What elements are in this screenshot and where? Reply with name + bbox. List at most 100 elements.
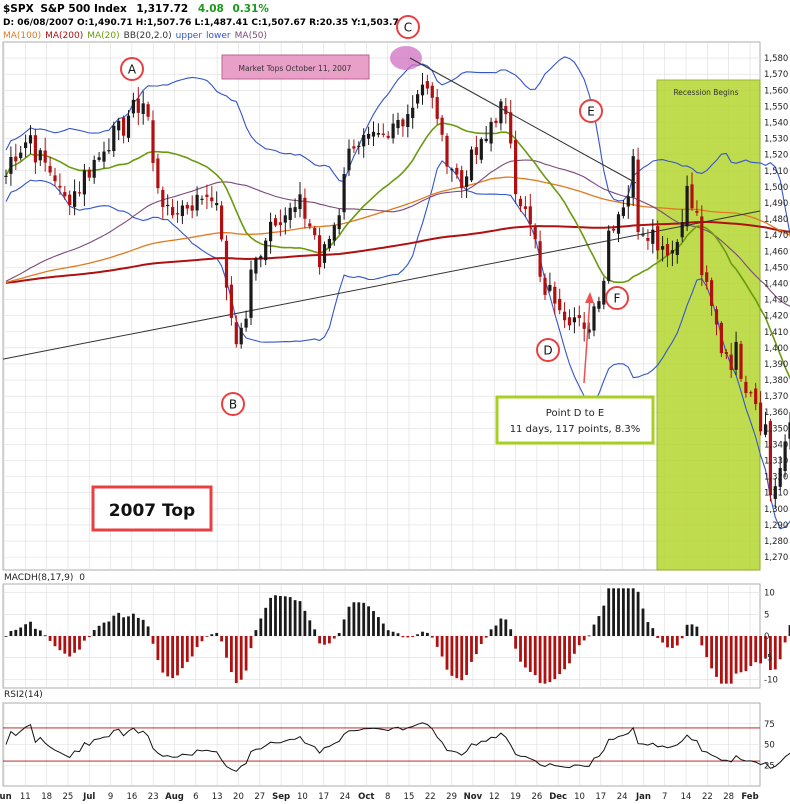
macd-tick-label: 0 [764,632,769,642]
price-tick-label: 1,400 [764,344,788,354]
price-tick-label: 1,540 [764,118,788,128]
macd-bar [342,619,346,636]
macd-bar [225,636,228,658]
candle-body [567,317,572,326]
candle-body [205,194,209,197]
price-tick-label: 1,570 [764,70,788,80]
rsi-title: RSI2(14) [4,690,43,700]
macd-bar [78,636,81,650]
candle-body [293,207,297,213]
stats-box [495,395,655,445]
ma200-line [5,221,790,284]
macd-bar [612,588,615,636]
macd-bar [279,595,282,636]
candle-body [215,203,219,206]
price-tick-label: 1,470 [764,231,788,241]
candle-body [352,146,356,149]
candle-body [420,84,425,96]
ma100-line [5,176,790,284]
date-tick-label: 10 [574,792,585,802]
candle-body [396,119,400,129]
candle-body [597,301,601,309]
moving-averages [5,122,790,380]
candle-body [278,222,282,226]
symbol: $SPX [3,3,34,15]
candle-body [367,133,371,139]
macd-bar [195,636,199,647]
date-tick-label: 15 [404,792,415,802]
macd-bar [426,632,429,636]
macd-bar [636,591,640,636]
date-tick-label: 7 [662,792,667,802]
macd-bar [146,626,150,636]
macd-bar [617,588,620,636]
candle-body [141,103,145,114]
candle-body [117,120,121,131]
macd-bar [220,636,223,642]
macd-bar [269,597,272,636]
candle-body [455,167,459,175]
date-tick-label: Nov [464,792,483,802]
macd-bar [666,636,669,648]
date-tick-label: Jun [0,792,12,802]
indicator-legend: MA(100) MA(200) MA(20) BB(20,2.0) upper lower… [3,31,267,41]
date-tick-label: Oct [358,792,374,802]
candle-body [494,120,498,124]
candle-body [582,322,586,329]
macd-bar [68,636,72,657]
candle-body [636,159,640,233]
candle-body [195,194,199,211]
price-tick-label: 1,430 [764,296,788,306]
date-tick-label: 8 [385,792,390,802]
macd-tick-label: 5 [764,610,769,620]
candle-body [313,228,317,236]
svg-text:E: E [587,105,595,119]
date-tick-label: 28 [723,792,734,802]
point-marker-d: D [536,338,560,362]
candle-body [514,139,518,195]
macd-bar [484,636,488,638]
candle-body [734,341,738,370]
candle-body [430,85,434,98]
candle-body [744,381,748,394]
rsi-grid [3,703,760,786]
macd-bar [156,636,160,661]
macd-bar [283,596,287,636]
indicator-2: MA(20) [87,31,119,41]
date-tick-label: 14 [681,792,692,802]
date-tick-label: 23 [148,792,159,802]
bollinger-bands [5,56,790,530]
candle-body [788,422,790,439]
macd-bar [440,636,444,657]
candle-body [332,225,336,241]
candle-body [783,441,787,472]
candle-body [14,156,18,162]
candle-body [220,205,224,240]
candle-body [612,228,616,231]
macd-bar [656,636,660,638]
candle-body [705,272,709,282]
annotations: Market Tops October 11, 2007 Recession B… [91,15,739,532]
macd-bar [4,636,8,637]
candle-body [303,197,307,219]
macd-bar [288,597,292,636]
indicator-0: MA(100) [3,31,41,41]
candle-body [347,148,351,171]
macd-bar [63,636,67,654]
price-tick-label: 1,390 [764,360,788,370]
candle-body [651,229,655,244]
candle-body [362,134,366,147]
candle-body [38,150,42,161]
candle-body [479,139,483,160]
macd-bar [494,625,498,636]
date-tick-label: Sep [272,792,290,802]
ma20-line [5,122,790,380]
date-tick-label: 25 [63,792,74,802]
candle-body [229,284,233,318]
date-tick-label: Jan [635,792,651,802]
macd-tick-label: -5 [764,654,772,664]
candle-body [288,207,292,220]
macd-bar [744,636,748,672]
macd-bar [543,636,547,684]
